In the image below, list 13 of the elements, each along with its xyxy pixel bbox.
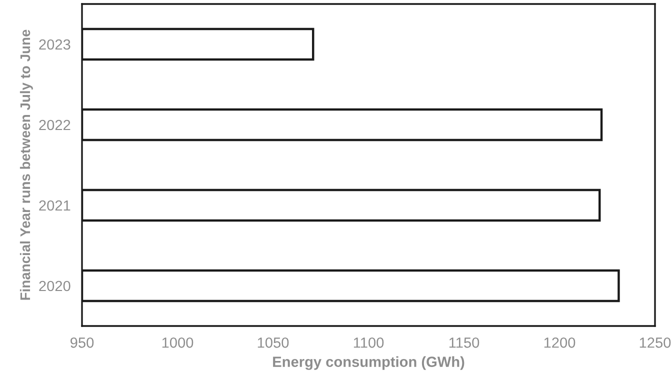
x-tick-label: 1000 [162, 337, 194, 348]
y-tick-label: 2022 [39, 120, 70, 130]
y-axis-title: Financial Year runs between July to June [20, 30, 33, 300]
x-tick-label: 1200 [544, 337, 576, 348]
x-tick-label: 1150 [449, 337, 480, 348]
x-tick-label: 950 [70, 337, 94, 348]
x-tick-label: 1100 [354, 337, 384, 348]
y-tick-label: 2023 [39, 39, 70, 50]
x-axis-title: Energy consumption (GWh) [273, 356, 464, 370]
y-tick-label: 2021 [39, 200, 70, 211]
y-tick-label: 2020 [39, 280, 70, 292]
x-tick-label: 1050 [258, 337, 289, 348]
x-tick-label: 1250 [640, 337, 671, 348]
